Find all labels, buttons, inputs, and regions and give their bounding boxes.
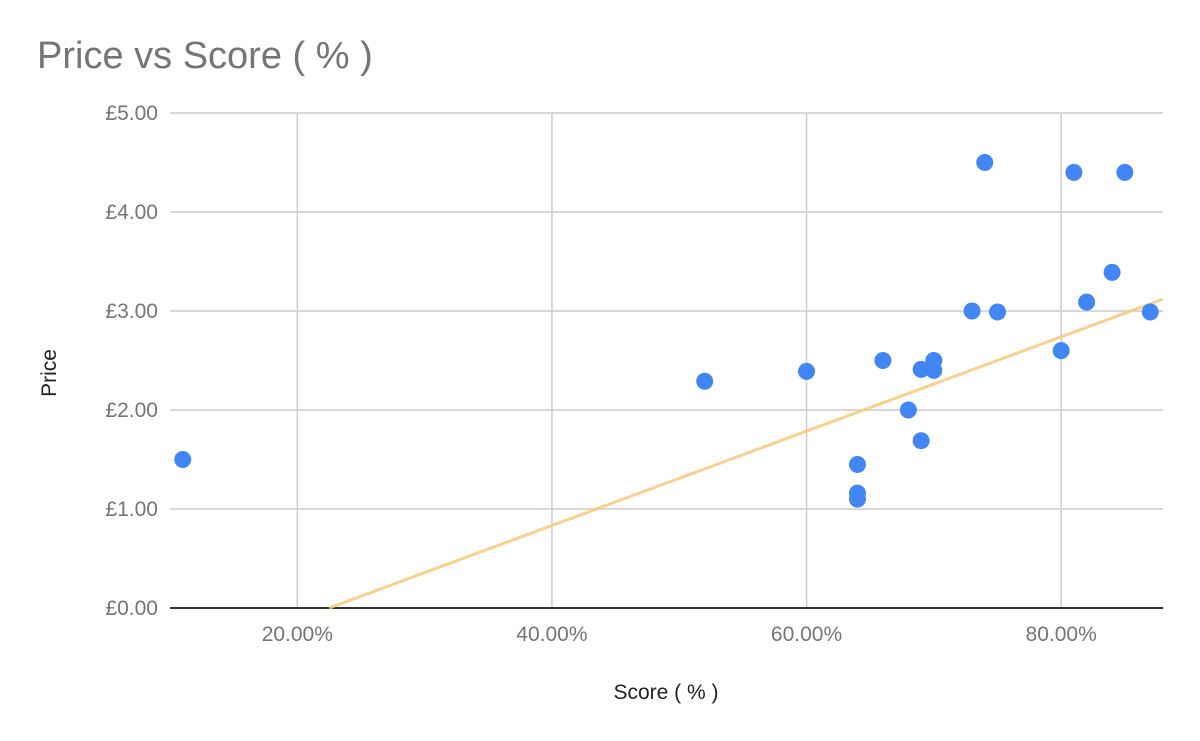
data-point xyxy=(174,451,192,468)
y-gridlines xyxy=(170,112,1163,510)
x-axis-label: Score ( % ) xyxy=(613,681,718,704)
x-tick-label: 80.00% xyxy=(1026,623,1097,646)
y-tick-label: £2.00 xyxy=(105,399,158,422)
data-point xyxy=(874,352,892,369)
data-point xyxy=(1141,303,1159,321)
data-point xyxy=(976,154,994,171)
y-tick-label: £1.00 xyxy=(105,498,158,521)
trendline xyxy=(328,297,1164,610)
data-point xyxy=(912,432,930,450)
x-tick-label: 40.00% xyxy=(516,623,587,646)
chart-title: Price vs Score ( % ) xyxy=(37,35,373,77)
data-point xyxy=(912,360,930,378)
data-point xyxy=(963,302,981,320)
data-point xyxy=(1103,263,1121,281)
y-tick-label: £3.00 xyxy=(105,300,158,323)
x-gridlines xyxy=(296,113,1062,608)
data-point xyxy=(1078,293,1096,311)
y-tick-label: £0.00 xyxy=(105,597,158,620)
data-point xyxy=(848,455,866,473)
y-tick-labels: £0.00 £1.00 £2.00 £3.00 £4.00 £5.00 xyxy=(105,102,158,620)
x-tick-label: 60.00% xyxy=(771,623,842,646)
data-point xyxy=(989,303,1006,321)
data-points xyxy=(174,154,1159,508)
data-point xyxy=(1065,163,1083,181)
y-tick-label: £5.00 xyxy=(105,102,158,125)
y-axis-label: Price xyxy=(38,349,61,397)
data-point xyxy=(925,361,943,379)
y-tick-label: £4.00 xyxy=(105,201,158,224)
data-point xyxy=(899,401,917,419)
x-tick-labels: 20.00% 40.00% 60.00% 80.00% xyxy=(262,623,1097,646)
data-point xyxy=(848,490,866,508)
x-tick-label: 20.00% xyxy=(262,623,333,646)
data-point xyxy=(798,362,816,380)
data-point xyxy=(696,372,714,390)
data-point xyxy=(1052,342,1070,360)
data-point xyxy=(1116,163,1134,181)
